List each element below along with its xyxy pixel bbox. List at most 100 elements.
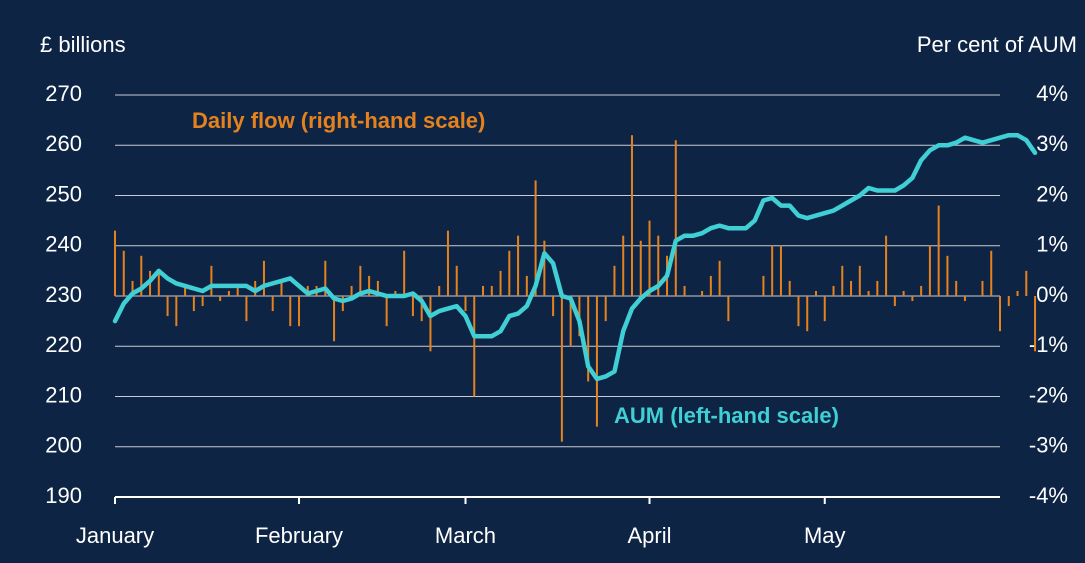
bar	[788, 280, 791, 296]
bar	[709, 275, 712, 296]
bar	[963, 296, 966, 302]
y2-tick-label: 4%	[1036, 81, 1068, 106]
bar	[184, 285, 187, 296]
y-axis-label: £ billions	[40, 32, 126, 57]
bar	[210, 265, 213, 296]
bar	[508, 250, 511, 296]
bar	[1016, 290, 1019, 296]
bar	[140, 255, 143, 296]
bar	[114, 230, 116, 296]
y-tick-label: 190	[45, 483, 82, 508]
y2-tick-label: -3%	[1029, 433, 1068, 458]
bar	[455, 265, 458, 296]
bar	[262, 260, 265, 296]
bar	[648, 220, 651, 296]
bar	[499, 270, 502, 296]
bar	[429, 296, 432, 352]
x-tick-label: January	[76, 523, 154, 548]
bar	[131, 280, 134, 296]
bar	[517, 235, 520, 296]
bar	[438, 285, 441, 296]
bar	[446, 230, 449, 296]
bar	[999, 296, 1001, 332]
bar	[525, 275, 528, 296]
bar	[771, 245, 774, 296]
bar	[560, 296, 563, 442]
bar	[779, 245, 782, 296]
bar	[587, 296, 590, 382]
annotation: AUM (left-hand scale)	[614, 403, 839, 428]
y2-tick-label: 3%	[1036, 131, 1068, 156]
bar	[955, 280, 958, 296]
bar	[797, 296, 800, 327]
bar	[157, 270, 160, 296]
bar	[876, 280, 879, 296]
bar	[832, 285, 835, 296]
bar	[464, 296, 467, 312]
bar	[552, 296, 555, 317]
bar	[657, 235, 660, 296]
bar	[166, 296, 169, 317]
bar	[376, 280, 379, 296]
bar	[841, 265, 844, 296]
bar	[1007, 296, 1010, 307]
bar	[858, 265, 861, 296]
bar	[333, 296, 336, 342]
bar	[385, 296, 388, 327]
bar	[534, 180, 537, 296]
bar	[701, 290, 704, 296]
bar	[175, 296, 178, 327]
bar	[359, 265, 362, 296]
bar	[236, 285, 239, 296]
bar	[937, 205, 940, 296]
annotation: Daily flow (right-hand scale)	[192, 108, 485, 133]
bar	[482, 285, 485, 296]
bar	[122, 250, 125, 296]
bar	[227, 290, 230, 296]
bar	[569, 296, 572, 347]
bar	[639, 240, 642, 296]
y-tick-label: 220	[45, 332, 82, 357]
bar	[902, 290, 905, 296]
bar	[280, 280, 283, 296]
bar	[885, 235, 888, 296]
bar	[420, 296, 423, 322]
bar	[893, 296, 896, 307]
bar	[192, 296, 195, 312]
bar	[473, 296, 476, 397]
x-tick-label: April	[627, 523, 671, 548]
bar	[324, 260, 327, 296]
bar	[814, 290, 817, 296]
bar	[823, 296, 826, 322]
y-tick-label: 200	[45, 433, 82, 458]
bar	[350, 285, 353, 296]
bar	[920, 285, 923, 296]
bar	[543, 240, 546, 296]
bar	[630, 135, 633, 296]
bar	[219, 296, 222, 302]
bar	[911, 296, 914, 302]
bar	[403, 250, 406, 296]
y2-tick-label: 1%	[1036, 232, 1068, 257]
bar	[490, 285, 493, 296]
bar	[727, 296, 730, 322]
y-tick-label: 260	[45, 131, 82, 156]
bar	[683, 285, 686, 296]
bar	[245, 296, 248, 322]
bar	[271, 296, 274, 312]
y-tick-label: 240	[45, 232, 82, 257]
y2-tick-label: -2%	[1029, 382, 1068, 407]
bar	[411, 296, 414, 317]
bar	[762, 275, 765, 296]
bar	[394, 290, 397, 296]
y2-tick-label: 0%	[1036, 282, 1068, 307]
bar	[613, 265, 616, 296]
y-tick-label: 270	[45, 81, 82, 106]
bar	[1025, 270, 1028, 296]
bar	[201, 296, 204, 307]
bar	[368, 275, 371, 296]
bar	[981, 280, 984, 296]
